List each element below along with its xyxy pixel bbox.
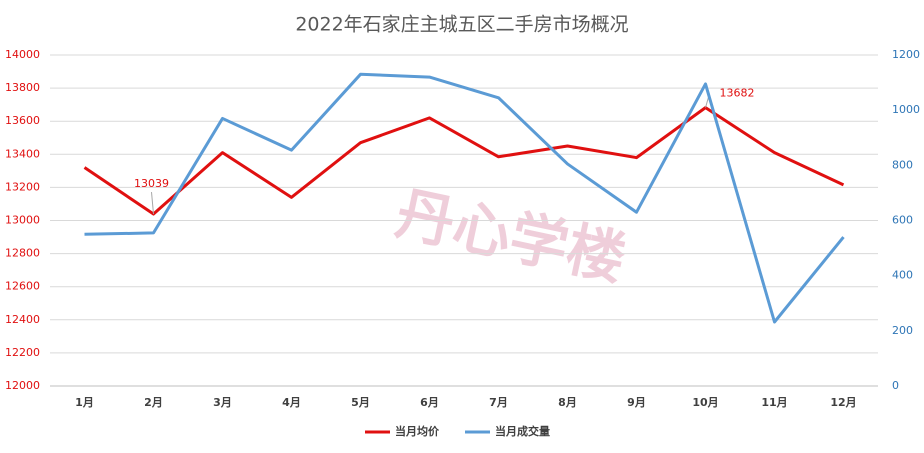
x-tick-label: 8月 <box>558 396 577 409</box>
x-tick-label: 5月 <box>351 396 370 409</box>
y2-tick-label: 800 <box>892 158 913 171</box>
y2-tick-label: 1000 <box>892 103 920 116</box>
y-tick-label: 13400 <box>5 147 40 160</box>
y-tick-label: 12600 <box>5 280 40 293</box>
y-tick-label: 13600 <box>5 114 40 127</box>
y-tick-label: 12000 <box>5 379 40 392</box>
y-tick-label: 13200 <box>5 180 40 193</box>
x-tick-label: 3月 <box>213 396 232 409</box>
y2-tick-label: 400 <box>892 269 913 282</box>
x-tick-label: 6月 <box>420 396 439 409</box>
x-tick-label: 9月 <box>627 396 646 409</box>
x-tick-label: 4月 <box>282 396 301 409</box>
y2-tick-label: 200 <box>892 324 913 337</box>
y2-tick-label: 600 <box>892 214 913 227</box>
x-tick-label: 12月 <box>830 396 856 409</box>
data-label: 13682 <box>720 87 755 100</box>
series-line <box>83 106 845 216</box>
legend-label: 当月均价 <box>395 424 440 438</box>
y-tick-label: 12800 <box>5 247 40 260</box>
series-line <box>84 72 845 324</box>
x-tick-label: 7月 <box>489 396 508 409</box>
y-tick-label: 13800 <box>5 81 40 94</box>
data-label: 13039 <box>134 177 169 190</box>
y-tick-label: 13000 <box>5 214 40 227</box>
x-tick-label: 1月 <box>75 396 94 409</box>
legend-label: 当月成交量 <box>495 424 550 438</box>
y-tick-label: 14000 <box>5 48 40 61</box>
y2-tick-label: 1200 <box>892 48 920 61</box>
y-tick-label: 12400 <box>5 313 40 326</box>
chart-title: 2022年石家庄主城五区二手房市场概况 <box>295 14 628 36</box>
y-tick-label: 12200 <box>5 346 40 359</box>
y2-tick-label: 0 <box>892 379 899 392</box>
x-tick-label: 10月 <box>692 396 718 409</box>
x-tick-label: 2月 <box>144 396 163 409</box>
x-tick-label: 11月 <box>761 396 787 409</box>
label-leader <box>151 192 154 215</box>
